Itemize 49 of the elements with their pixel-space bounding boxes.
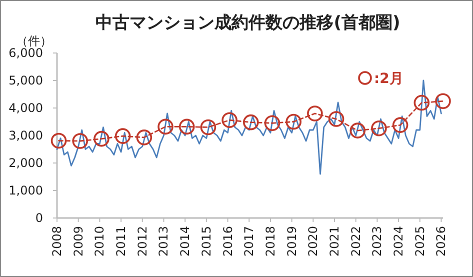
x-tick-label: 2012 (135, 226, 150, 257)
x-tick-label: 2010 (92, 226, 107, 257)
x-tick-label: 2020 (306, 226, 320, 257)
point (242, 114, 259, 130)
x-tick-label: 2015 (199, 226, 214, 257)
point (114, 128, 131, 144)
y-tick-label: 0 (35, 211, 43, 225)
point (136, 130, 152, 146)
point (50, 132, 67, 149)
point (350, 122, 366, 138)
y-tick-label: 2,000 (8, 156, 43, 170)
point (158, 118, 174, 135)
y-tick-label: 6,000 (8, 46, 43, 60)
y-tick-label: 3,000 (8, 128, 43, 142)
point (178, 118, 195, 135)
x-tick-label: 2023 (370, 226, 384, 257)
y-axis-title: （件） (16, 34, 52, 48)
x-tick-label: 2009 (71, 226, 86, 257)
legend-label: :2月 (374, 71, 404, 87)
point (94, 130, 110, 147)
x-tick-label: 2026 (434, 226, 448, 257)
point (392, 117, 408, 133)
x-tick-label: 2014 (178, 226, 192, 257)
y-tick-label: 4,000 (8, 101, 43, 115)
point (414, 94, 430, 111)
x-tick-label: 2022 (348, 226, 363, 257)
x-tick-label: 2008 (50, 226, 64, 257)
x-tick-label: 2013 (156, 226, 171, 257)
legend: :2月 (358, 71, 404, 87)
point (328, 111, 344, 127)
x-tick-label: 2025 (412, 226, 427, 257)
point (222, 112, 238, 128)
x-tick-label: 2016 (220, 226, 235, 257)
chart-title: 中古マンション成約件数の推移(首都圏) (96, 13, 400, 33)
x-tick-label: 2019 (284, 226, 299, 257)
x-tick-label: 2017 (242, 226, 256, 257)
point (286, 114, 302, 130)
point (264, 115, 280, 132)
x-tick-label: 2021 (327, 226, 342, 257)
point (435, 93, 451, 110)
x-tick-label: 2024 (392, 226, 406, 257)
x-tick-label: 2011 (114, 226, 128, 257)
x-tick-label: 2018 (263, 226, 278, 257)
y-tick-label: 5,000 (8, 74, 43, 88)
point (371, 120, 387, 136)
y-tick-label: 1,000 (8, 184, 43, 198)
point (307, 106, 323, 122)
point (72, 133, 88, 149)
point (200, 119, 216, 136)
